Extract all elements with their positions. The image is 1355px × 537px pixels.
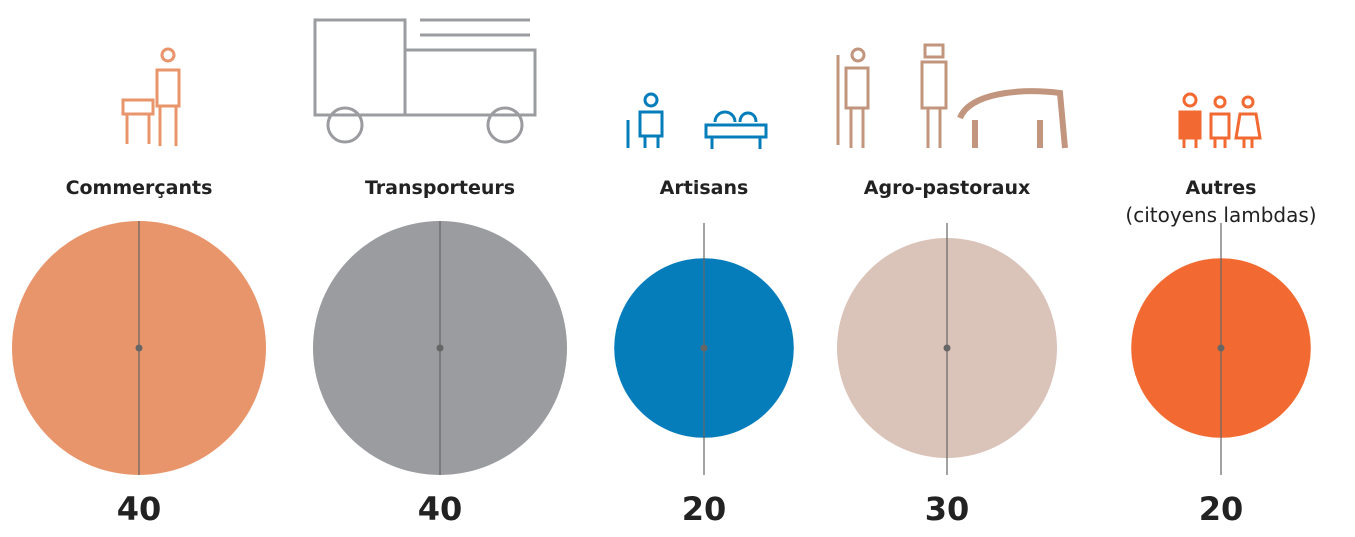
icon-agro-pastoraux [836,43,1068,149]
category-label: Autres [1186,177,1257,199]
center-dot [1217,344,1225,352]
category-label: Transporteurs [365,177,515,199]
category-label: Agro-pastoraux [864,177,1030,199]
center-dot [943,344,951,352]
icon-transporteurs [313,18,537,144]
value-label: 20 [682,490,727,528]
value-label: 20 [1199,490,1244,528]
center-dot [700,344,708,352]
category-label: Artisans [660,177,749,199]
icon-artisans [626,92,768,149]
value-label: 40 [418,490,463,528]
center-dot [436,344,444,352]
category-sublabel: (citoyens lambdas) [1125,203,1316,227]
center-dot [135,344,143,352]
value-label: 40 [117,490,162,528]
icon-autres [1178,92,1262,148]
value-label: 30 [925,490,970,528]
category-label: Commerçants [66,177,213,199]
icon-commercants [121,47,181,146]
